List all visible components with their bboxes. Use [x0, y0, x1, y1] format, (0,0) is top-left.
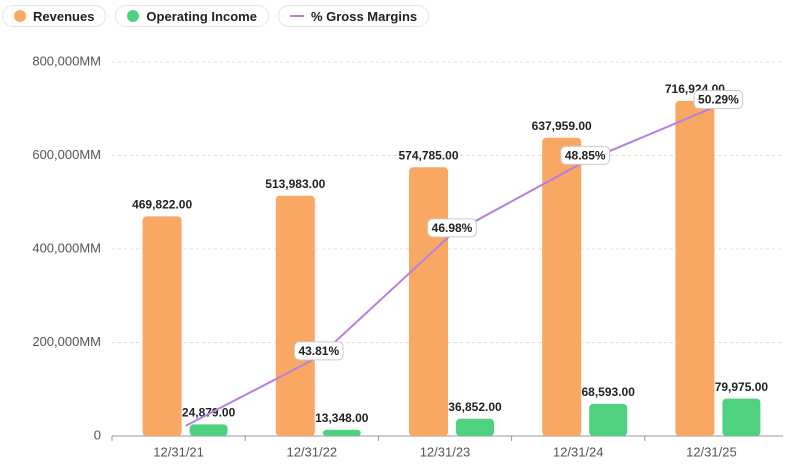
bar-value-label: 574,785.00 [398, 148, 458, 162]
legend-label: Revenues [33, 8, 95, 24]
line-value-label: 48.85% [560, 145, 611, 165]
x-tick-label: 12/31/25 [686, 444, 737, 459]
legend-item[interactable]: Revenues [2, 5, 107, 27]
x-tick-label: 12/31/22 [286, 444, 337, 459]
line-value-text: 46.98% [432, 221, 473, 235]
bar [409, 167, 448, 436]
label-box [693, 89, 744, 109]
y-tick-label: 800,000MM [32, 53, 101, 68]
line-value-text: 43.81% [298, 344, 339, 358]
bar [322, 429, 361, 436]
bar [142, 216, 182, 436]
bar [542, 137, 582, 437]
bar-value-label: 513,983.00 [265, 177, 325, 191]
label-box [427, 218, 477, 238]
label-box [293, 341, 344, 361]
line-value-label: 46.98% [427, 218, 477, 238]
line-value-label: 50.29% [693, 89, 744, 109]
line-value-text: 48.85% [565, 148, 606, 162]
line-value-label: 43.81% [293, 341, 344, 361]
bar-value-label: 36,852.00 [448, 400, 502, 414]
bar [589, 403, 628, 436]
y-tick-label: 400,000MM [32, 240, 101, 255]
bar-value-label: 79,975.00 [715, 380, 769, 394]
legend-label: Operating Income [146, 8, 257, 24]
legend-item[interactable]: Operating Income [115, 5, 269, 27]
bar-value-label: 68,593.00 [582, 385, 636, 399]
bar [675, 100, 715, 437]
legend: Revenues Operating Income % Gross Margins [2, 5, 430, 27]
bar [456, 418, 494, 436]
y-tick-label: 200,000MM [32, 334, 101, 349]
legend-swatch [127, 10, 140, 22]
legend-swatch [14, 10, 26, 22]
bar [722, 398, 761, 436]
x-tick-label: 12/31/24 [553, 444, 604, 459]
x-tick-label: 12/31/23 [420, 444, 471, 459]
y-tick-label: 0 [94, 427, 101, 442]
legend-label: % Gross Margins [310, 8, 418, 24]
line-value-text: 50.29% [698, 93, 739, 107]
legend-item[interactable]: % Gross Margins [277, 5, 430, 27]
bar-value-label: 469,822.00 [132, 198, 192, 212]
bar-value-label: 637,959.00 [532, 119, 592, 133]
label-box [560, 145, 611, 165]
legend-swatch [289, 15, 304, 17]
y-tick-label: 600,000MM [32, 147, 101, 162]
x-tick-label: 12/31/21 [153, 444, 204, 459]
bar [189, 424, 228, 436]
bar-value-label: 13,348.00 [315, 411, 369, 425]
bar [275, 195, 315, 436]
bar-value-label: 24,879.00 [182, 406, 236, 420]
